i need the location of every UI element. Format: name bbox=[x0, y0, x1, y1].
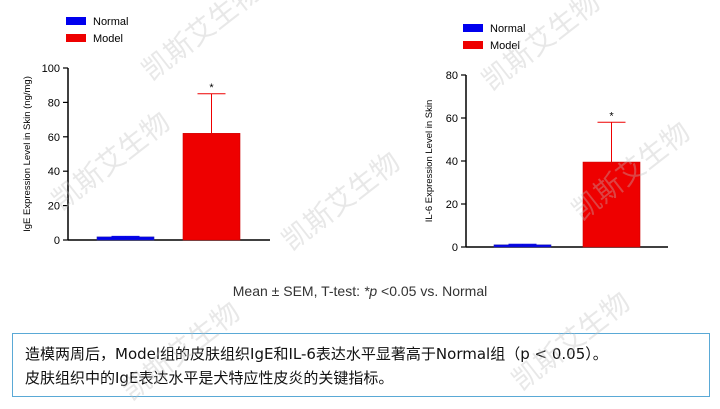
legend-label: Normal bbox=[490, 23, 525, 35]
legend-swatch-model bbox=[66, 34, 86, 42]
legend-swatch-model bbox=[463, 41, 483, 49]
legend-label: Normal bbox=[93, 16, 128, 28]
conclusion-line-1: 造模两周后，Model组的皮肤组织IgE和IL-6表达水平显著高于Normal组… bbox=[25, 345, 608, 363]
y-axis-label: IgE Expression Level in Skin (ng/mg) bbox=[22, 76, 33, 232]
legend-swatch-normal bbox=[463, 24, 483, 32]
y-tick-label: 60 bbox=[48, 132, 60, 144]
y-tick-label: 80 bbox=[446, 70, 458, 82]
legend-label: Model bbox=[490, 40, 520, 52]
y-tick-label: 0 bbox=[452, 242, 458, 254]
y-axis-label: IL-6 Expression Level in Skin bbox=[424, 100, 435, 223]
y-tick-label: 100 bbox=[42, 63, 60, 75]
conclusion-line-2: 皮肤组织中的IgE表达水平是犬特应性皮炎的关键指标。 bbox=[25, 369, 394, 387]
conclusion-box: 造模两周后，Model组的皮肤组织IgE和IL-6表达水平显著高于Normal组… bbox=[12, 333, 710, 397]
y-tick-label: 20 bbox=[446, 199, 458, 211]
bar-model bbox=[582, 161, 641, 248]
bar-model bbox=[182, 133, 241, 241]
y-tick-label: 40 bbox=[446, 156, 458, 168]
legend-swatch-normal bbox=[66, 17, 86, 25]
footnote-p-symbol: *p bbox=[363, 283, 378, 299]
bar-normal bbox=[96, 236, 155, 241]
y-tick-label: 0 bbox=[54, 235, 60, 247]
footnote-suffix: <0.05 vs. Normal bbox=[377, 283, 488, 299]
bar-normal bbox=[493, 244, 552, 248]
y-tick-label: 40 bbox=[48, 166, 60, 178]
y-tick-label: 20 bbox=[48, 201, 60, 213]
footnote-prefix: Mean ± SEM, T-test: bbox=[232, 283, 364, 299]
significance-marker: * bbox=[209, 82, 214, 94]
statistics-footnote: Mean ± SEM, T-test: *p <0.05 vs. Normal bbox=[0, 283, 720, 299]
y-tick-label: 80 bbox=[48, 97, 60, 109]
significance-marker: * bbox=[609, 110, 614, 122]
legend-label: Model bbox=[93, 33, 123, 45]
y-tick-label: 60 bbox=[446, 113, 458, 125]
